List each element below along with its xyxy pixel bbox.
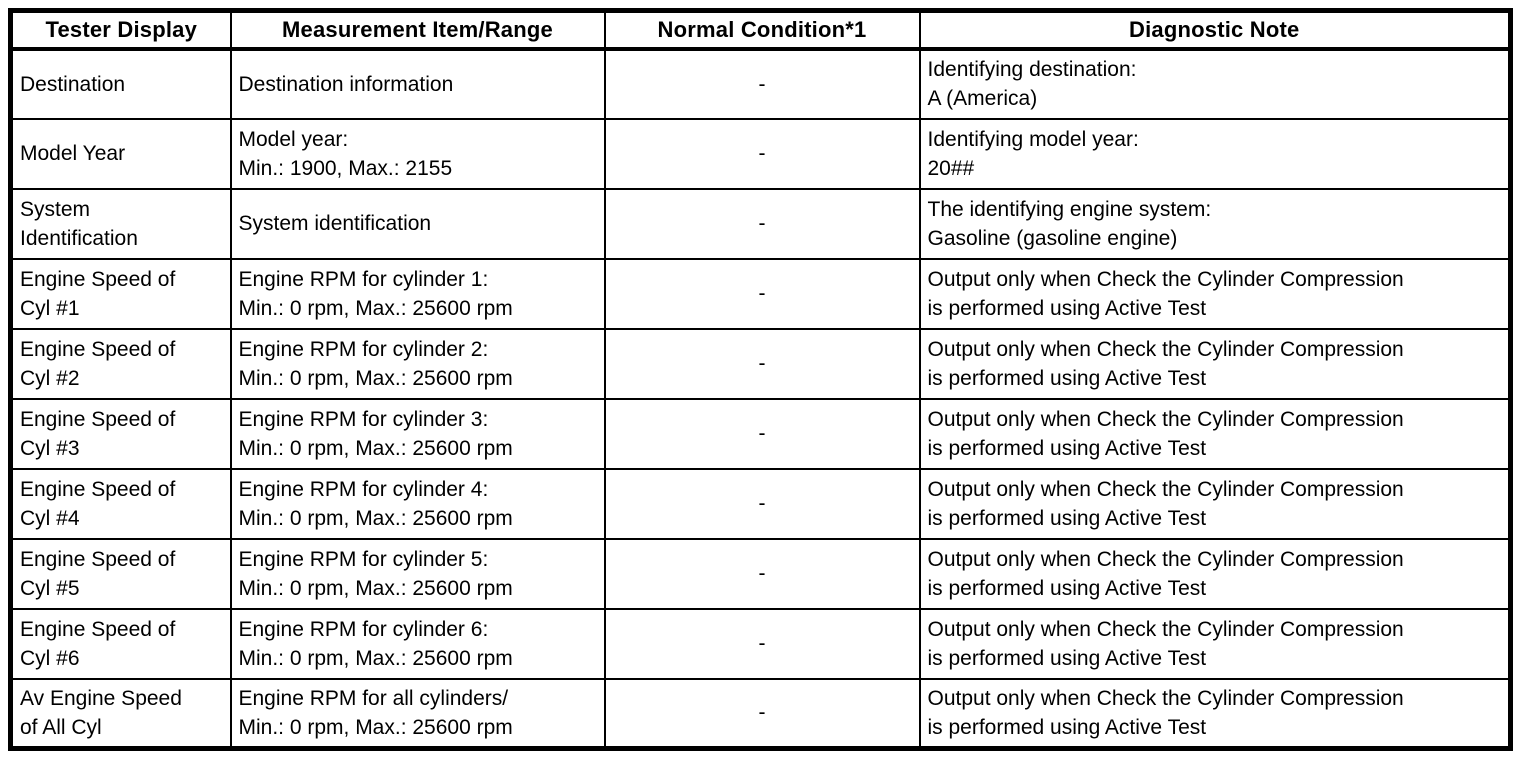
cell-tester-display: Av Engine Speed of All Cyl [9,677,232,750]
cell-tester-display: Destination [9,47,232,120]
cell-normal-condition: - [603,257,921,330]
column-header-tester-display: Tester Display [9,9,232,51]
table-body: Destination Destination information - Id… [9,47,1512,750]
column-header-measurement-item-range: Measurement Item/Range [229,9,606,51]
cell-measurement-item-range: Engine RPM for cylinder 6: Min.: 0 rpm, … [229,607,606,680]
cell-normal-condition: - [603,607,921,680]
cell-tester-display: Engine Speed of Cyl #4 [9,467,232,540]
cell-diagnostic-note: Output only when Check the Cylinder Comp… [918,467,1512,540]
cell-tester-display: System Identification [9,187,232,260]
table-row: Destination Destination information - Id… [9,47,1512,120]
cell-tester-display: Engine Speed of Cyl #5 [9,537,232,610]
cell-tester-display: Engine Speed of Cyl #3 [9,397,232,470]
cell-diagnostic-note: Identifying destination: A (America) [918,47,1512,120]
cell-normal-condition: - [603,677,921,750]
cell-diagnostic-note: The identifying engine system: Gasoline … [918,187,1512,260]
cell-measurement-item-range: Engine RPM for cylinder 5: Min.: 0 rpm, … [229,537,606,610]
cell-measurement-item-range: Engine RPM for cylinder 4: Min.: 0 rpm, … [229,467,606,540]
table-row: Engine Speed of Cyl #6 Engine RPM for cy… [9,607,1512,680]
cell-normal-condition: - [603,327,921,400]
cell-diagnostic-note: Output only when Check the Cylinder Comp… [918,327,1512,400]
diagnostic-data-table: Tester Display Measurement Item/Range No… [8,8,1513,751]
cell-measurement-item-range: Engine RPM for all cylinders/ Min.: 0 rp… [229,677,606,750]
cell-measurement-item-range: Engine RPM for cylinder 2: Min.: 0 rpm, … [229,327,606,400]
cell-normal-condition: - [603,397,921,470]
column-header-normal-condition: Normal Condition*1 [603,9,921,51]
cell-normal-condition: - [603,117,921,190]
table-header: Tester Display Measurement Item/Range No… [9,9,1512,51]
table-row: Engine Speed of Cyl #5 Engine RPM for cy… [9,537,1512,610]
table-row: Engine Speed of Cyl #3 Engine RPM for cy… [9,397,1512,470]
cell-tester-display: Engine Speed of Cyl #2 [9,327,232,400]
table-row: Av Engine Speed of All Cyl Engine RPM fo… [9,677,1512,750]
table-row: Engine Speed of Cyl #4 Engine RPM for cy… [9,467,1512,540]
header-row: Tester Display Measurement Item/Range No… [9,9,1512,51]
table-row: System Identification System identificat… [9,187,1512,260]
cell-measurement-item-range: Engine RPM for cylinder 1: Min.: 0 rpm, … [229,257,606,330]
cell-measurement-item-range: System identification [229,187,606,260]
cell-tester-display: Engine Speed of Cyl #6 [9,607,232,680]
table-row: Model Year Model year: Min.: 1900, Max.:… [9,117,1512,190]
cell-diagnostic-note: Identifying model year: 20## [918,117,1512,190]
cell-normal-condition: - [603,537,921,610]
cell-tester-display: Model Year [9,117,232,190]
table-row: Engine Speed of Cyl #1 Engine RPM for cy… [9,257,1512,330]
cell-tester-display: Engine Speed of Cyl #1 [9,257,232,330]
cell-diagnostic-note: Output only when Check the Cylinder Comp… [918,257,1512,330]
cell-normal-condition: - [603,47,921,120]
cell-diagnostic-note: Output only when Check the Cylinder Comp… [918,537,1512,610]
cell-diagnostic-note: Output only when Check the Cylinder Comp… [918,607,1512,680]
column-header-diagnostic-note: Diagnostic Note [918,9,1512,51]
cell-diagnostic-note: Output only when Check the Cylinder Comp… [918,677,1512,750]
cell-measurement-item-range: Engine RPM for cylinder 3: Min.: 0 rpm, … [229,397,606,470]
cell-measurement-item-range: Destination information [229,47,606,120]
cell-diagnostic-note: Output only when Check the Cylinder Comp… [918,397,1512,470]
cell-normal-condition: - [603,187,921,260]
cell-normal-condition: - [603,467,921,540]
table-row: Engine Speed of Cyl #2 Engine RPM for cy… [9,327,1512,400]
cell-measurement-item-range: Model year: Min.: 1900, Max.: 2155 [229,117,606,190]
